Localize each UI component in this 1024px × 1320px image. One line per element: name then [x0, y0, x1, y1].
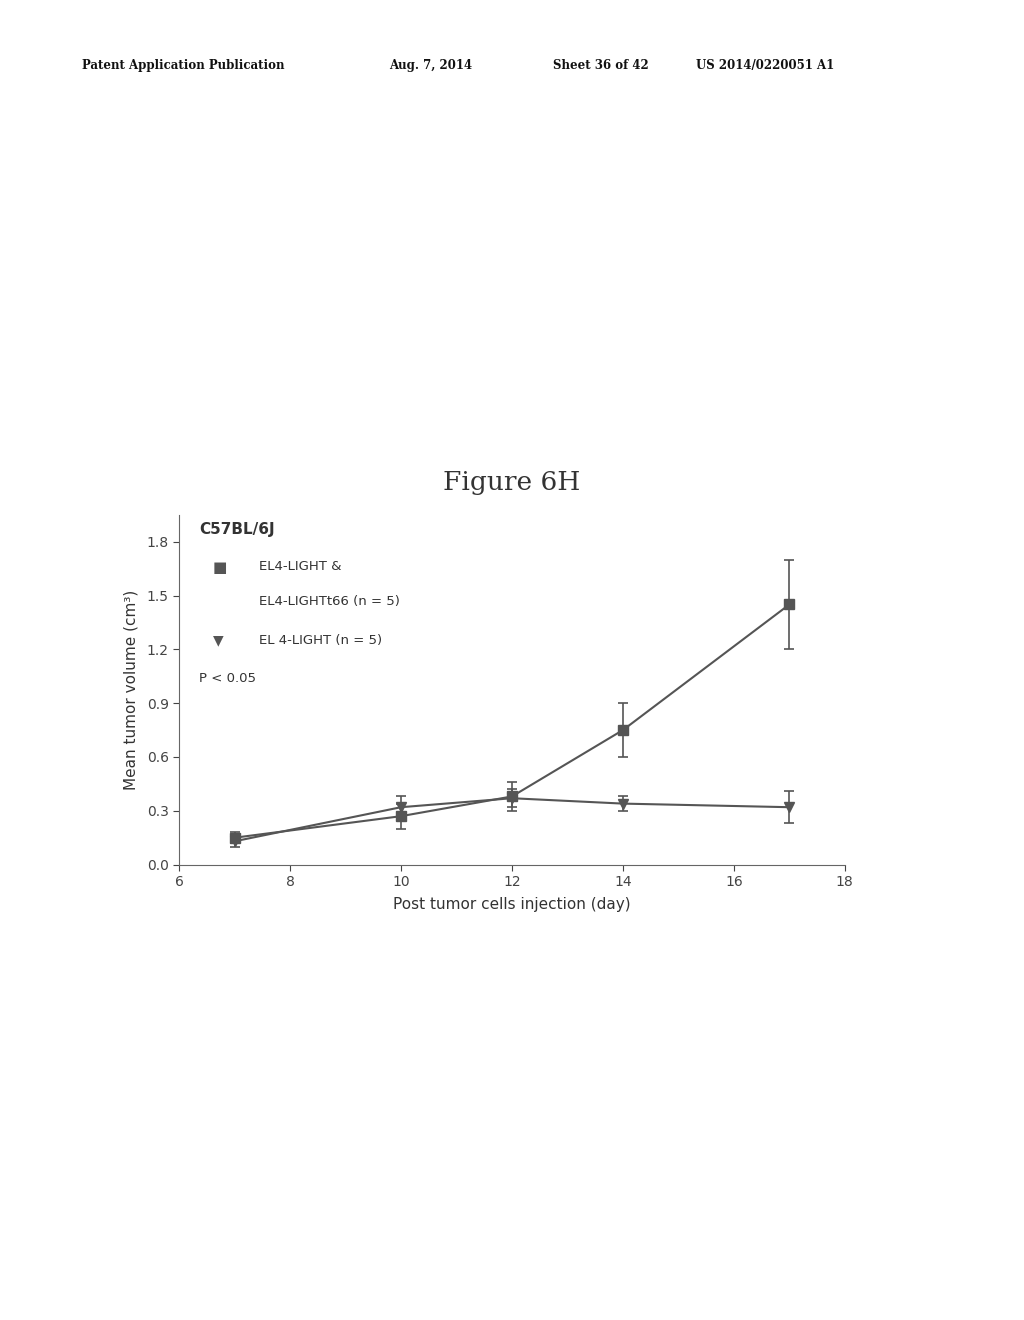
- X-axis label: Post tumor cells injection (day): Post tumor cells injection (day): [393, 898, 631, 912]
- Text: Sheet 36 of 42: Sheet 36 of 42: [553, 59, 649, 73]
- Text: EL4-LIGHT &: EL4-LIGHT &: [259, 560, 342, 573]
- Text: Figure 6H: Figure 6H: [443, 470, 581, 495]
- Text: US 2014/0220051 A1: US 2014/0220051 A1: [696, 59, 835, 73]
- Text: P < 0.05: P < 0.05: [199, 672, 256, 685]
- Text: EL 4-LIGHT (n = 5): EL 4-LIGHT (n = 5): [259, 634, 382, 647]
- Text: ■: ■: [213, 560, 227, 576]
- Text: ▼: ▼: [213, 634, 223, 648]
- Text: EL4-LIGHTt66 (n = 5): EL4-LIGHTt66 (n = 5): [259, 595, 400, 609]
- Text: Patent Application Publication: Patent Application Publication: [82, 59, 285, 73]
- Y-axis label: Mean tumor volume (cm³): Mean tumor volume (cm³): [123, 590, 138, 789]
- Text: C57BL/6J: C57BL/6J: [199, 521, 274, 537]
- Text: Aug. 7, 2014: Aug. 7, 2014: [389, 59, 472, 73]
